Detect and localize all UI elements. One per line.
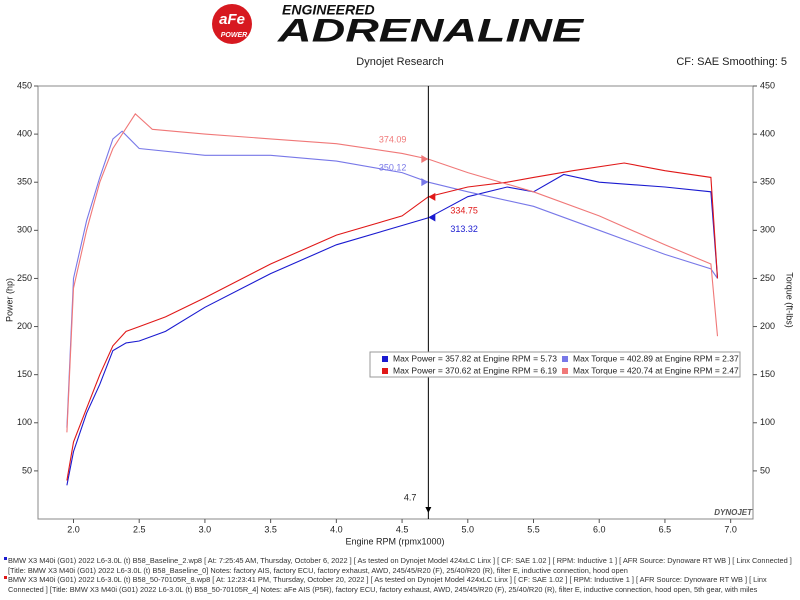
y2-axis-label: Torque (ft-lbs) bbox=[785, 272, 795, 328]
x-tick-label: 4.0 bbox=[330, 524, 343, 534]
x-tick-label: 7.0 bbox=[724, 524, 737, 534]
annotation-label: 374.09 bbox=[379, 134, 407, 144]
y-tick-label: 150 bbox=[17, 369, 32, 379]
watermark: DYNOJET bbox=[714, 508, 753, 517]
logo-subtext: POWER bbox=[221, 32, 247, 39]
note-bullet bbox=[4, 557, 7, 560]
note-bullet bbox=[4, 576, 7, 579]
x-tick-label: 3.5 bbox=[264, 524, 277, 534]
legend-swatch bbox=[562, 356, 568, 362]
x-tick-label: 6.5 bbox=[659, 524, 672, 534]
y-tick-label: 100 bbox=[17, 417, 32, 427]
legend-box bbox=[369, 351, 741, 378]
cursor-label: 4.7 bbox=[404, 492, 417, 502]
brand: ADRENALINE bbox=[277, 12, 586, 48]
note: BMW X3 M40i (G01) 2022 L6-3.0L (t) B58_5… bbox=[4, 575, 796, 594]
legend-label: Max Power = 357.82 at Engine RPM = 5.73 bbox=[393, 353, 557, 363]
y-tick-label: 300 bbox=[17, 225, 32, 235]
note-text: BMW X3 M40i (G01) 2022 L6-3.0L (t) B58_B… bbox=[8, 556, 792, 575]
annotation-arrow bbox=[421, 178, 429, 187]
x-tick-label: 6.0 bbox=[593, 524, 606, 534]
legend-label: Max Torque = 420.74 at Engine RPM = 2.47 bbox=[573, 365, 739, 375]
y2-tick-label: 400 bbox=[760, 128, 775, 138]
y2-tick-label: 200 bbox=[760, 321, 775, 331]
notes: BMW X3 M40i (G01) 2022 L6-3.0L (t) B58_B… bbox=[4, 556, 796, 594]
series-line bbox=[66, 113, 719, 433]
x-tick-label: 2.0 bbox=[67, 524, 80, 534]
series-line bbox=[66, 173, 719, 486]
legend-label: Max Power = 370.62 at Engine RPM = 6.19 bbox=[393, 365, 557, 375]
plot-area bbox=[37, 85, 754, 520]
x-tick-label: 5.5 bbox=[527, 524, 540, 534]
chart-title: Dynojet Research bbox=[356, 56, 443, 68]
annotation-arrow bbox=[428, 192, 436, 201]
y2-tick-label: 300 bbox=[760, 225, 775, 235]
chart: aFe POWER ENGINEERED ADRENALINE Dynojet … bbox=[4, 2, 795, 547]
y2-tick-label: 250 bbox=[760, 273, 775, 283]
annotation-arrow bbox=[421, 155, 429, 164]
annotation-label: 350.12 bbox=[379, 162, 407, 172]
y2-tick-label: 150 bbox=[760, 369, 775, 379]
series-line bbox=[66, 162, 719, 481]
y2-tick-label: 350 bbox=[760, 177, 775, 187]
chart-subtitle: CF: SAE Smoothing: 5 bbox=[676, 56, 787, 68]
annotation-arrow bbox=[428, 213, 436, 222]
logo-badge bbox=[212, 4, 252, 44]
y-tick-label: 50 bbox=[22, 465, 32, 475]
x-tick-label: 5.0 bbox=[462, 524, 475, 534]
legend-swatch bbox=[562, 368, 568, 374]
note: BMW X3 M40i (G01) 2022 L6-3.0L (t) B58_B… bbox=[4, 556, 796, 575]
y-tick-label: 200 bbox=[17, 321, 32, 331]
logo-text: aFe bbox=[219, 11, 245, 28]
y-axis-label: Power (hp) bbox=[4, 278, 14, 322]
y-tick-label: 250 bbox=[17, 273, 32, 283]
y-tick-label: 450 bbox=[17, 80, 32, 90]
y2-tick-label: 450 bbox=[760, 80, 775, 90]
x-axis-label: Engine RPM (rpmx1000) bbox=[345, 536, 444, 546]
tagline: ENGINEERED bbox=[282, 2, 375, 18]
legend: Max Power = 357.82 at Engine RPM = 5.73 M… bbox=[369, 351, 741, 378]
legend-label: Max Torque = 402.89 at Engine RPM = 2.37 bbox=[573, 353, 739, 363]
y-tick-label: 400 bbox=[17, 128, 32, 138]
note-text: BMW X3 M40i (G01) 2022 L6-3.0L (t) B58_5… bbox=[8, 575, 767, 594]
y-tick-label: 350 bbox=[17, 177, 32, 187]
x-tick-label: 4.5 bbox=[396, 524, 409, 534]
x-tick-label: 3.0 bbox=[199, 524, 212, 534]
y2-tick-label: 50 bbox=[760, 465, 770, 475]
series-line bbox=[66, 130, 718, 428]
cursor-arrow bbox=[425, 507, 432, 513]
y2-tick-label: 100 bbox=[760, 417, 775, 427]
legend-swatch bbox=[382, 356, 388, 362]
annotation-label: 334.75 bbox=[450, 205, 478, 215]
legend-swatch bbox=[382, 368, 388, 374]
annotation-label: 313.32 bbox=[450, 224, 478, 234]
x-tick-label: 2.5 bbox=[133, 524, 146, 534]
